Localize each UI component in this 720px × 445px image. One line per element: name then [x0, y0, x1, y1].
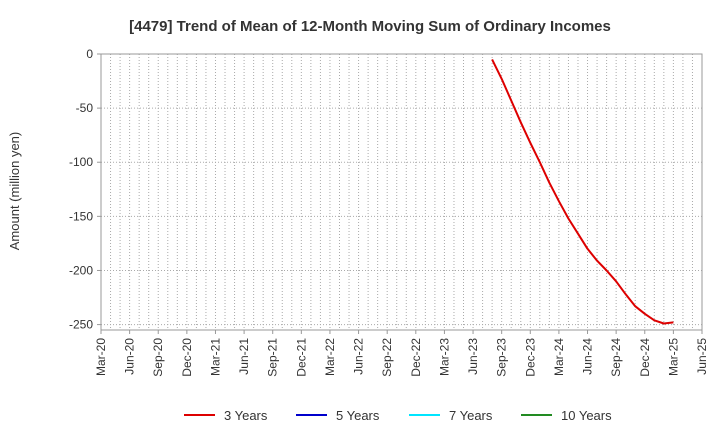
x-tick-label: Dec-23 [523, 338, 537, 377]
grid [101, 54, 702, 330]
legend-label: 3 Years [224, 408, 268, 423]
x-tick-label: Sep-24 [609, 338, 623, 377]
y-tick-label: -100 [69, 155, 93, 169]
x-tick-label: Jun-24 [581, 338, 595, 375]
y-tick-label: 0 [86, 47, 93, 61]
y-axis-label: Amount (million yen) [7, 132, 22, 251]
x-tick-label: Mar-22 [323, 338, 337, 376]
x-tick-label: Mar-23 [437, 338, 451, 376]
x-tick-label: Sep-23 [495, 338, 509, 377]
chart-title: [4479] Trend of Mean of 12-Month Moving … [129, 18, 611, 35]
x-tick-label: Sep-21 [266, 338, 280, 377]
x-tick-label: Dec-21 [294, 338, 308, 377]
y-tick-label: -250 [69, 318, 93, 332]
x-tick-label: Jun-21 [237, 338, 251, 375]
y-tick-label: -150 [69, 209, 93, 223]
y-tick-label: -200 [69, 263, 93, 277]
y-axis-ticks: 0 -50 -100 -150 -200 -250 [69, 47, 101, 332]
legend-label: 5 Years [336, 408, 380, 423]
series-lines [491, 58, 674, 325]
x-tick-label: Mar-25 [666, 338, 680, 376]
x-tick-label: Dec-24 [638, 338, 652, 377]
legend: 3 Years 5 Years 7 Years 10 Years [184, 408, 612, 423]
x-tick-label: Mar-24 [552, 338, 566, 376]
x-tick-label: Sep-20 [151, 338, 165, 377]
x-tick-label: Mar-21 [208, 338, 222, 376]
plot-area-border [100, 53, 703, 331]
x-tick-label: Jun-23 [466, 338, 480, 375]
x-axis-ticks: Mar-20 Jun-20 Sep-20 Dec-20 Mar-21 Jun-21 Sep-… [94, 330, 709, 377]
x-tick-label: Dec-20 [180, 338, 194, 377]
x-tick-label: Mar-20 [94, 338, 108, 376]
x-tick-label: Jun-20 [123, 338, 137, 375]
y-tick-label: -50 [76, 101, 94, 115]
x-tick-label: Sep-22 [380, 338, 394, 377]
x-tick-label: Dec-22 [409, 338, 423, 377]
x-tick-label: Jun-22 [352, 338, 366, 375]
series-line-3-years [491, 58, 674, 325]
x-tick-label: Jun-25 [695, 338, 709, 375]
legend-label: 10 Years [561, 408, 612, 423]
legend-label: 7 Years [449, 408, 493, 423]
